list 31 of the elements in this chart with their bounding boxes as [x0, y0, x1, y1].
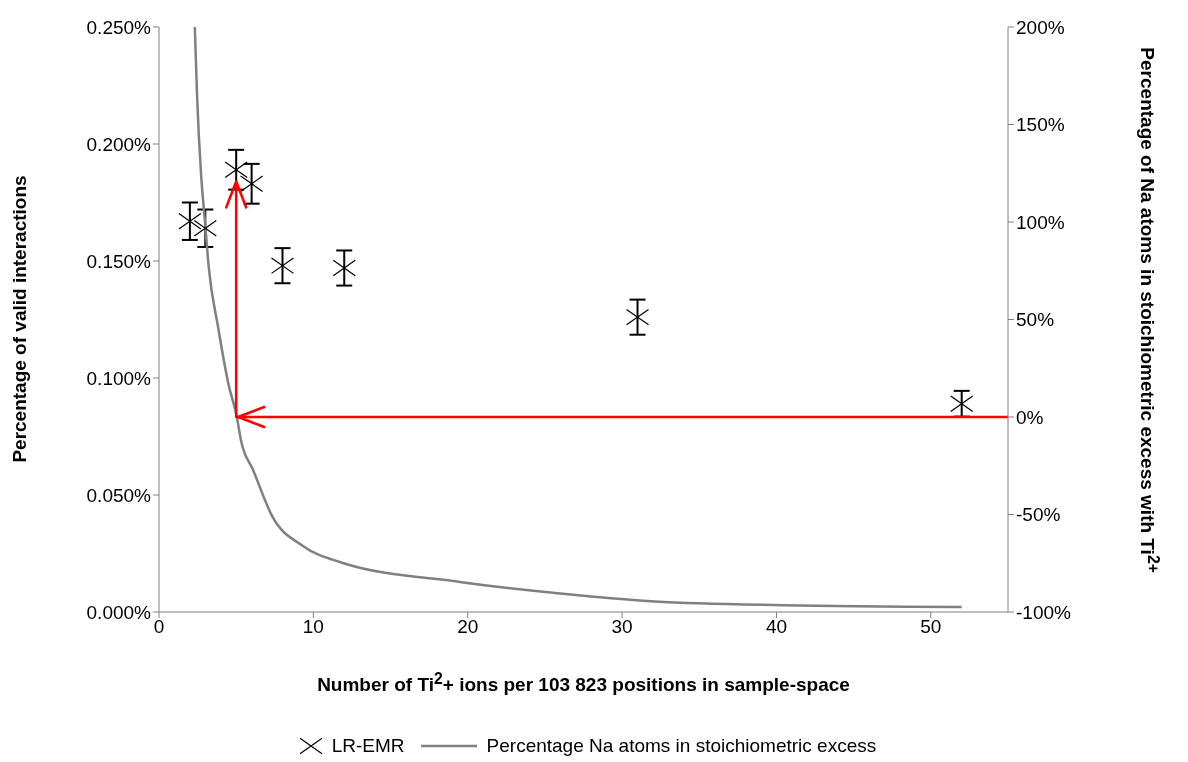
- y2-tick-label: -100%: [1016, 601, 1072, 623]
- y-tick-label: 0.000%: [86, 601, 152, 623]
- legend-label: Percentage Na atoms in stoichiometric excess: [486, 735, 877, 757]
- y-tick-label: 0.100%: [86, 367, 152, 389]
- x-tick-label: 30: [611, 616, 633, 638]
- y-tick-label: 0.050%: [86, 484, 152, 506]
- x-tick-label: 50: [920, 616, 942, 638]
- y2-tick-label: 100%: [1016, 211, 1065, 233]
- point: [193, 219, 217, 237]
- point: [178, 212, 202, 230]
- y2-tick-label: -50%: [1016, 504, 1061, 526]
- y-tick-label: 0.150%: [86, 250, 152, 272]
- y-tick-label: 0.250%: [86, 16, 152, 38]
- y-axis-title: Percentage of valid interactions: [9, 173, 31, 465]
- y2-tick-label: 0%: [1016, 406, 1044, 428]
- x-axis-title: Number of Ti$^{2}$+ ions per 103 823 positions in sample-space: [316, 670, 851, 697]
- point: [332, 259, 356, 277]
- line-series: [193, 27, 963, 609]
- y-tick-label: 0.200%: [86, 133, 152, 155]
- point: [240, 175, 264, 193]
- x-tick-label: 20: [457, 616, 479, 638]
- legend-label: LR-EMR: [331, 735, 405, 757]
- x-tick-label: 10: [302, 616, 324, 638]
- point: [224, 161, 248, 179]
- y2-tick-label: 50%: [1016, 309, 1055, 331]
- y2-tick-label: 150%: [1016, 114, 1065, 136]
- x-tick-label: 40: [765, 616, 788, 638]
- y2-tick-label: 200%: [1016, 16, 1065, 38]
- point: [625, 308, 650, 326]
- point: [950, 395, 974, 413]
- x-tick-label: 0: [153, 616, 165, 638]
